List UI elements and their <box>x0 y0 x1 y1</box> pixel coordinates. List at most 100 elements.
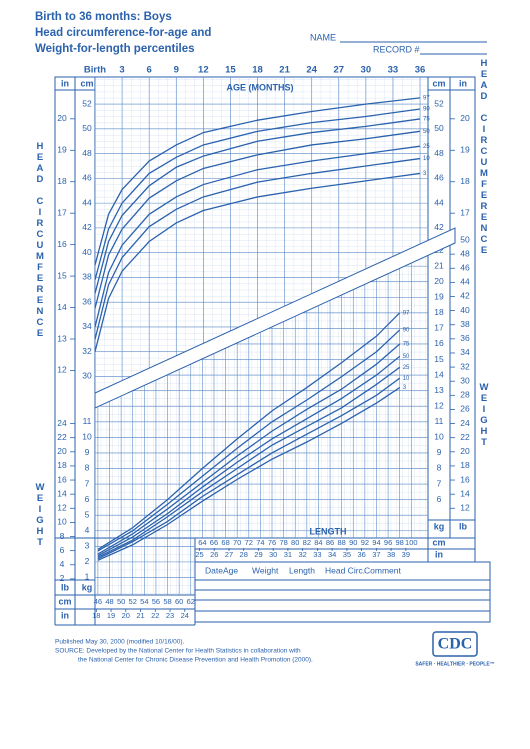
y2-tick-label: 10 <box>57 517 67 527</box>
percentile-curve <box>95 145 421 328</box>
y2-tick-label: 18 <box>460 176 470 186</box>
title-line: Weight-for-length percentiles <box>35 43 195 55</box>
y2-tick-label: 24 <box>57 418 67 428</box>
y-tick-label: 11 <box>83 416 92 426</box>
y-tick-label: 19 <box>434 292 444 302</box>
percentile-curve <box>95 108 421 281</box>
x-tick-label: 21 <box>279 65 290 76</box>
percentile-curve <box>95 118 421 294</box>
x-tick-label: 98 <box>396 538 404 547</box>
curve-label: 90 <box>403 328 410 334</box>
y-tick-label: 10 <box>82 432 92 442</box>
x2-tick-label: 39 <box>402 550 410 559</box>
x2-tick-label: 27 <box>225 550 233 559</box>
x-tick-label: 84 <box>314 538 322 547</box>
percentile-curve <box>97 366 401 558</box>
y2-tick-label: 17 <box>460 207 470 217</box>
axis-unit: kg <box>434 521 445 531</box>
y-tick-label: 52 <box>434 98 444 108</box>
x-tick-label: 46 <box>94 597 102 606</box>
y2-tick-label: 12 <box>57 503 67 513</box>
x2-tick-label: 29 <box>254 550 262 559</box>
axis-unit: in <box>61 610 69 620</box>
percentile-curve <box>97 343 401 555</box>
y-tick-label: 30 <box>82 371 92 381</box>
axis-unit: cm <box>432 537 445 547</box>
x2-tick-label: 37 <box>372 550 380 559</box>
percentile-curve <box>97 387 401 561</box>
x2-tick-label: 25 <box>195 550 203 559</box>
x2-tick-label: 38 <box>387 550 395 559</box>
x2-tick-label: 32 <box>299 550 307 559</box>
curve-label: 75 <box>403 342 410 348</box>
y2-tick-label: 18 <box>460 460 470 470</box>
x2-tick-label: 23 <box>166 611 174 620</box>
y-tick-label: 2 <box>85 556 90 566</box>
x-tick-label: 72 <box>245 538 253 547</box>
x-tick-label: 82 <box>303 538 311 547</box>
x-tick-label: 100 <box>405 538 418 547</box>
y2-tick-label: 13 <box>57 333 67 343</box>
axis-unit: lb <box>61 582 70 592</box>
y-tick-label: 5 <box>85 509 90 519</box>
axis-unit: cm <box>80 78 93 88</box>
y2-tick-label: 46 <box>460 263 470 273</box>
x-tick-label: 66 <box>210 538 218 547</box>
axis-unit: in <box>459 78 467 88</box>
y2-tick-label: 20 <box>57 446 67 456</box>
x-tick-label: 54 <box>140 597 148 606</box>
x-tick-label: 3 <box>119 65 124 76</box>
y2-tick-label: 16 <box>57 474 67 484</box>
curve-label: 90 <box>423 107 430 113</box>
table-header: Length <box>289 565 315 575</box>
axis-unit: kg <box>82 582 93 592</box>
x-tick-label: 70 <box>233 538 241 547</box>
y-axis-title: HEAD CIRCUMFERENCE <box>478 58 489 256</box>
curve-label: 97 <box>403 310 410 316</box>
y-tick-label: 44 <box>82 197 92 207</box>
y2-tick-label: 20 <box>57 113 67 123</box>
y2-tick-label: 38 <box>460 319 470 329</box>
x-tick-label: 48 <box>105 597 113 606</box>
y-tick-label: 11 <box>435 416 444 426</box>
y2-tick-label: 6 <box>60 545 65 555</box>
x2-tick-label: 22 <box>151 611 159 620</box>
y-tick-label: 3 <box>85 541 90 551</box>
x-tick-label: 64 <box>198 538 206 547</box>
table-header: Comment <box>364 565 401 575</box>
y2-tick-label: 19 <box>57 145 67 155</box>
source-note: the National Center for Chronic Disease … <box>78 657 313 664</box>
x-tick-label: 90 <box>349 538 357 547</box>
y2-tick-label: 18 <box>57 460 67 470</box>
y2-tick-label: 28 <box>460 390 470 400</box>
y-tick-label: 20 <box>434 276 444 286</box>
curve-label: 3 <box>423 171 427 177</box>
x-tick-label: 80 <box>291 538 299 547</box>
record-label: RECORD # <box>373 44 420 54</box>
x-tick-label: 68 <box>221 538 229 547</box>
y-tick-label: 44 <box>434 197 444 207</box>
y2-tick-label: 50 <box>460 234 470 244</box>
y2-tick-label: 26 <box>460 404 470 414</box>
x-tick-label: 27 <box>333 65 344 76</box>
y-tick-label: 50 <box>434 123 444 133</box>
x-tick-label: 88 <box>337 538 345 547</box>
x-tick-label: 78 <box>279 538 287 547</box>
percentile-curve <box>95 172 421 352</box>
y-tick-label: 50 <box>82 123 92 133</box>
y2-tick-label: 40 <box>460 305 470 315</box>
y2-tick-label: 30 <box>460 375 470 385</box>
y-tick-label: 18 <box>434 307 444 317</box>
x-tick-label: 9 <box>174 65 179 76</box>
y2-tick-label: 34 <box>460 347 470 357</box>
y2-tick-label: 22 <box>460 432 470 442</box>
data-table: Date Age Weight Length Head Circ. Commen… <box>194 561 491 623</box>
logo-text: CDC <box>438 636 473 653</box>
table-header: Date <box>205 565 223 575</box>
x-tick-label: 30 <box>361 65 372 76</box>
x2-tick-label: 28 <box>240 550 248 559</box>
y-tick-label: 10 <box>434 432 444 442</box>
